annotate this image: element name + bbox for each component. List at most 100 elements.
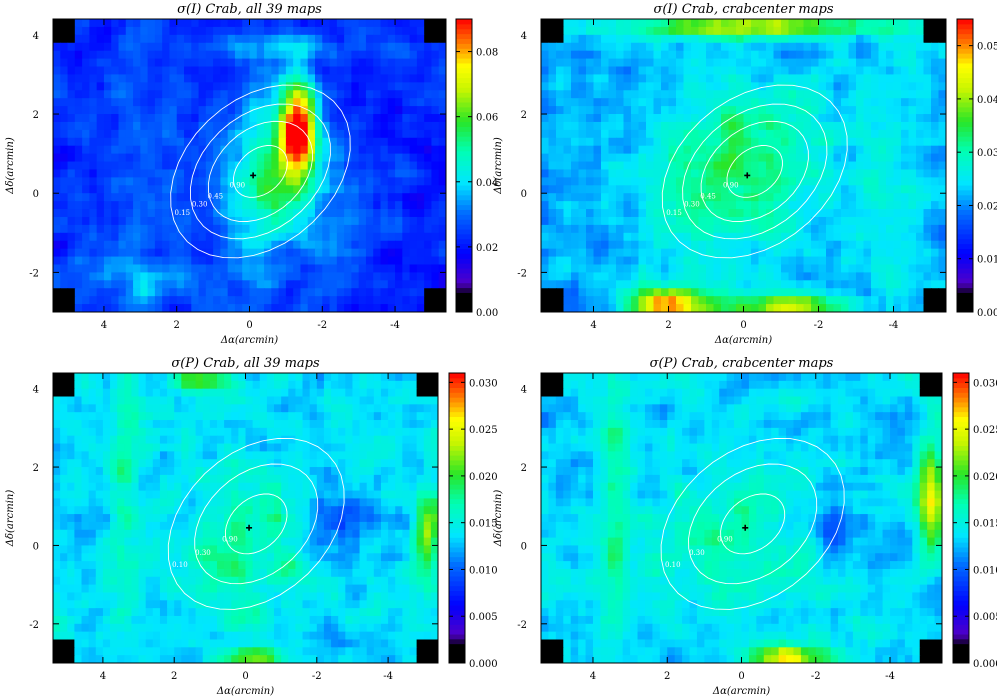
heatmap-cell (654, 19, 662, 28)
heatmap-cell (774, 98, 782, 107)
heatmap-cell (103, 444, 111, 452)
heatmap-cell (886, 82, 894, 91)
heatmap-cell (315, 177, 323, 186)
heatmap-cell (571, 98, 579, 107)
heatmap-cell (300, 217, 308, 226)
heatmap-cell (751, 130, 759, 139)
heatmap-cell (344, 19, 352, 28)
heatmap-cell (624, 138, 632, 147)
heatmap-cell (409, 475, 417, 483)
heatmap-cell (246, 475, 254, 483)
heatmap-cell (909, 19, 917, 28)
heatmap-cell (119, 114, 127, 123)
heatmap-cell (133, 217, 141, 226)
heatmap-cell (402, 381, 410, 389)
heatmap-cell (646, 43, 654, 52)
heatmap-cell (381, 35, 389, 44)
heatmap-cell (676, 296, 684, 305)
heatmap-cell (395, 169, 403, 178)
heatmap-cell (351, 19, 359, 28)
heatmap-cell (424, 67, 432, 76)
heatmap-cell (729, 35, 737, 44)
heatmap-cell (148, 130, 156, 139)
heatmap-cell (82, 90, 90, 99)
heatmap-cell (146, 475, 154, 483)
heatmap-cell (300, 280, 308, 289)
heatmap-cell (586, 233, 594, 242)
heatmap-cell (279, 217, 287, 226)
heatmap-cell (220, 249, 228, 258)
heatmap-cell (819, 201, 827, 210)
heatmap-cell (924, 241, 932, 250)
heatmap-cell (789, 185, 797, 194)
heatmap-cell (97, 90, 105, 99)
heatmap-cell (206, 98, 214, 107)
heatmap-cell (916, 146, 924, 155)
heatmap-cell (676, 154, 684, 163)
heatmap-cell (97, 177, 105, 186)
heatmap-cell (886, 51, 894, 60)
colorbar-segment (456, 170, 472, 175)
colorbar-segment (456, 175, 472, 180)
heatmap-cell (541, 162, 549, 171)
heatmap-cell (242, 43, 250, 52)
heatmap-cell (139, 389, 147, 397)
heatmap-cell (75, 177, 83, 186)
heatmap-cell (439, 51, 447, 60)
heatmap-cell (279, 130, 287, 139)
heatmap-cell (103, 389, 111, 397)
heatmap-cell (119, 169, 127, 178)
heatmap-cell (706, 82, 714, 91)
heatmap-cell (119, 51, 127, 60)
heatmap-cell (184, 51, 192, 60)
heatmap-cell (140, 82, 148, 91)
heatmap-cell (624, 19, 632, 28)
heatmap-cell (594, 146, 602, 155)
heatmap-cell (931, 35, 939, 44)
heatmap-cell (181, 451, 189, 459)
heatmap-cell (89, 59, 97, 68)
heatmap-cell (97, 98, 105, 107)
heatmap-cell (424, 272, 432, 281)
heatmap-cell (374, 428, 382, 436)
heatmap-cell (381, 90, 389, 99)
heatmap-cell (131, 451, 139, 459)
heatmap-cell (431, 436, 439, 444)
heatmap-cell (351, 249, 359, 258)
heatmap-cell (751, 264, 759, 273)
heatmap-cell (53, 51, 61, 60)
heatmap-cell (410, 209, 418, 218)
heatmap-cell (826, 82, 834, 91)
heatmap-cell (431, 114, 439, 123)
heatmap-cell (751, 169, 759, 178)
heatmap-cell (402, 74, 410, 83)
heatmap-cell (744, 288, 752, 297)
heatmap-cell (82, 193, 90, 202)
heatmap-cell (439, 280, 447, 289)
heatmap-cell (153, 412, 161, 420)
heatmap-cell (624, 114, 632, 123)
heatmap-cell (541, 98, 549, 107)
heatmap-cell (669, 98, 677, 107)
heatmap-cell (431, 122, 439, 131)
heatmap-cell (684, 114, 692, 123)
colorbar-segment (456, 166, 472, 171)
heatmap-cell (281, 389, 289, 397)
heatmap-cell (217, 412, 225, 420)
heatmap-cell (82, 146, 90, 155)
heatmap-cell (931, 264, 939, 273)
heatmap-cell (431, 467, 439, 475)
heatmap-cell (242, 288, 250, 297)
heatmap-cell (894, 122, 902, 131)
heatmap-cell (191, 233, 199, 242)
heatmap-cell (691, 177, 699, 186)
heatmap-cell (856, 146, 864, 155)
colorbar-segment (957, 141, 973, 146)
heatmap-cell (909, 146, 917, 155)
heatmap-cell (819, 67, 827, 76)
heatmap-cell (199, 51, 207, 60)
heatmap-cell (359, 272, 367, 281)
x-tick-label: 4 (590, 320, 596, 331)
heatmap-cell (796, 138, 804, 147)
heatmap-cell (220, 280, 228, 289)
